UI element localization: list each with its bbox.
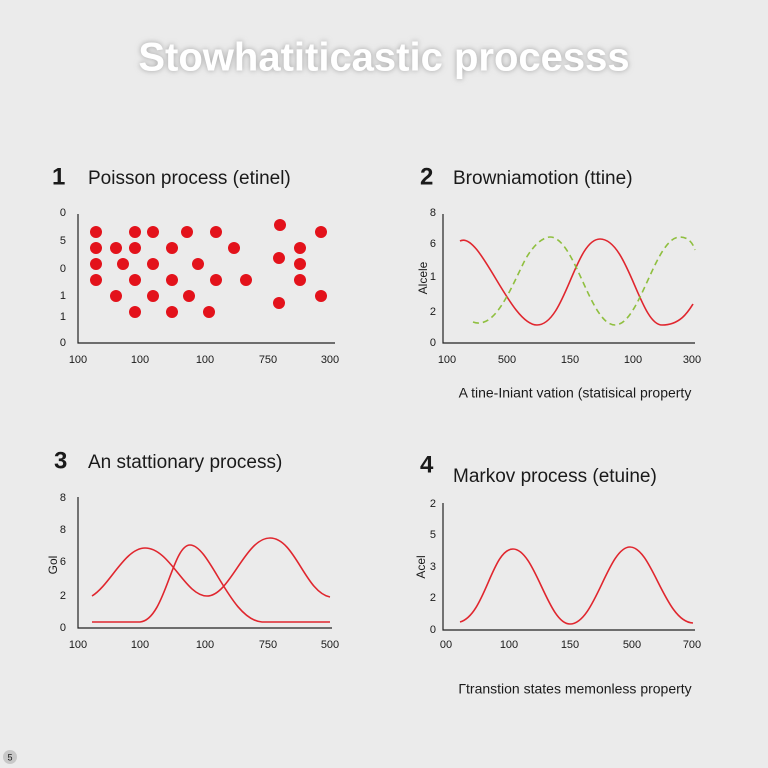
x-tick-label: 100 [438,354,456,366]
x-tick-label: 700 [683,639,701,651]
x-tick-label: 750 [259,354,277,366]
event-dots [90,219,327,318]
y-tick-label: 1 [60,311,66,323]
panel-title: Browniamotion (ttine) [453,168,633,189]
y-tick-label: 8 [60,524,66,536]
y-axis-label: Alcele [416,261,430,294]
y-tick-label: 0 [430,624,436,636]
panel: 3 An stattionary process) Gol 8 8 6 2 0 … [46,447,339,651]
y-tick-label: 0 [60,337,66,349]
x-tick-label: 100 [131,639,149,651]
x-tick-label: 150 [561,354,579,366]
axes [442,214,695,344]
x-tick-label: 100 [500,639,518,651]
y-tick-label: 8 [430,207,436,219]
badge [3,750,17,764]
y-axis-label: Gol [46,556,60,575]
y-tick-label: 1 [60,290,66,302]
y-tick-label: 2 [430,498,436,510]
x-tick-label: 100 [624,354,642,366]
y-tick-label: 1 [430,271,436,283]
panel-title: Poisson process (etinel) [88,168,291,189]
panel-title: An stattionary process) [88,452,282,473]
x-tick-label: 100 [196,639,214,651]
panel-number: 2 [420,163,433,190]
x-tick-label: 500 [623,639,641,651]
caption: A tine-Iniant vation (statisical propert… [459,385,692,401]
panel: 2 Browniamotion (ttine) Alcele 8 6 1 2 0… [416,163,701,400]
panel-title: Markov process (etuine) [453,466,657,487]
y-tick-label: 3 [430,561,436,573]
curve [459,546,694,625]
y-tick-label: 0 [60,263,66,275]
badge-label: 5 [7,752,12,762]
panel: 1 Poisson process (etinel) 0 5 0 1 1 0 1… [52,163,339,366]
x-tick-label: 300 [683,354,701,366]
panel: 4 Markov process (etuine) Acel 2 5 3 2 0… [414,451,701,696]
x-tick-label: 00 [440,639,452,651]
page-title: Stowhatiticastic processs [138,36,629,80]
y-tick-label: 5 [430,529,436,541]
panel-number: 1 [52,163,65,190]
x-tick-label: 750 [259,639,277,651]
panel-number: 4 [420,451,434,478]
y-axis-label: Acel [414,555,428,578]
x-tick-label: 100 [131,354,149,366]
x-tick-label: 150 [561,639,579,651]
panel-number: 3 [54,447,67,474]
curve [472,236,696,326]
y-tick-label: 8 [60,492,66,504]
axes [442,503,695,631]
y-tick-label: 0 [60,622,66,634]
x-tick-label: 100 [69,639,87,651]
x-tick-label: 300 [321,354,339,366]
curve [91,537,331,598]
y-tick-label: 2 [430,592,436,604]
x-tick-label: 500 [498,354,516,366]
y-tick-label: 5 [60,235,66,247]
y-tick-label: 0 [60,207,66,219]
axes [77,214,335,344]
caption: Γtranstion states memonless property [458,681,691,697]
y-tick-label: 2 [430,306,436,318]
axes [77,497,332,629]
x-tick-label: 500 [321,639,339,651]
curve [459,238,694,326]
y-tick-label: 0 [430,337,436,349]
y-tick-label: 2 [60,590,66,602]
x-tick-label: 100 [69,354,87,366]
y-tick-label: 6 [430,238,436,250]
x-tick-label: 100 [196,354,214,366]
curve [92,544,330,623]
y-tick-label: 6 [60,556,66,568]
